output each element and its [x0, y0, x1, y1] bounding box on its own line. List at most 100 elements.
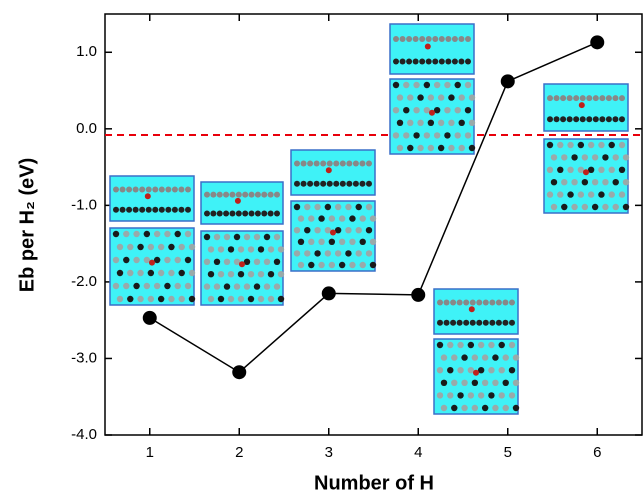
atom [472, 354, 478, 360]
atom [393, 82, 399, 88]
x-tick-label: 4 [414, 444, 422, 461]
atom [234, 234, 240, 240]
atom [583, 169, 589, 175]
inset-panel [434, 339, 518, 414]
atom [499, 392, 505, 398]
atom [588, 191, 594, 197]
atom [185, 207, 191, 213]
atom [428, 94, 434, 100]
atom [593, 116, 599, 122]
atom [451, 380, 457, 386]
atom [164, 257, 170, 263]
atom [224, 234, 230, 240]
atom [185, 257, 191, 263]
chart: Number of H Eb per H₂ (eV) -4.0-3.0-2.0-… [0, 0, 644, 500]
data-point [322, 286, 336, 300]
atom [513, 354, 519, 360]
atom [393, 132, 399, 138]
atom [179, 270, 185, 276]
atom [461, 354, 467, 360]
atom [327, 181, 333, 187]
atom [123, 231, 129, 237]
atom [444, 82, 450, 88]
atom [159, 207, 165, 213]
atom [117, 296, 123, 302]
atom [598, 191, 604, 197]
atom [349, 239, 355, 245]
atom [126, 187, 132, 193]
atom [403, 107, 409, 113]
atom [571, 204, 577, 210]
atom [255, 192, 261, 198]
atom [204, 234, 210, 240]
atom [258, 271, 264, 277]
atom [492, 380, 498, 386]
atom [294, 204, 300, 210]
atom [547, 116, 553, 122]
atom [393, 107, 399, 113]
atom [492, 354, 498, 360]
inset-image [110, 176, 195, 305]
atom [298, 215, 304, 221]
atom [278, 296, 284, 302]
atom [208, 296, 214, 302]
atom [304, 204, 310, 210]
atom [254, 234, 260, 240]
atom [217, 192, 223, 198]
atom [406, 59, 412, 65]
atom [459, 94, 465, 100]
y-axis-label: Eb per H₂ (eV) [16, 158, 38, 292]
y-tick-label: 1.0 [76, 43, 97, 60]
atom [294, 181, 300, 187]
atom [345, 250, 351, 256]
atom [448, 120, 454, 126]
atom [397, 120, 403, 126]
atom [551, 204, 557, 210]
atom [592, 204, 598, 210]
atom [606, 116, 612, 122]
atom [164, 231, 170, 237]
atom [407, 94, 413, 100]
atom [178, 207, 184, 213]
atom [204, 192, 210, 198]
atom [218, 296, 224, 302]
atom [154, 283, 160, 289]
atom [333, 181, 339, 187]
atom [248, 246, 254, 252]
atom [294, 250, 300, 256]
inset-image [201, 182, 284, 305]
atom [238, 271, 244, 277]
atom [567, 116, 573, 122]
atom [139, 187, 145, 193]
atom [238, 296, 244, 302]
atom [393, 36, 399, 42]
atom [417, 94, 423, 100]
atom [461, 380, 467, 386]
atom [152, 207, 158, 213]
inset-image [291, 150, 376, 271]
atom [268, 192, 274, 198]
atom [557, 142, 563, 148]
atom [113, 257, 119, 263]
atom [599, 95, 605, 101]
atom [308, 215, 314, 221]
atom [465, 59, 471, 65]
atom [204, 283, 210, 289]
atom [483, 300, 489, 306]
atom [428, 145, 434, 151]
atom [210, 192, 216, 198]
atom [403, 82, 409, 88]
atom [469, 306, 475, 312]
atom [426, 36, 432, 42]
atom [307, 181, 313, 187]
atom [210, 211, 216, 217]
atom [424, 82, 430, 88]
atom [438, 94, 444, 100]
atom [465, 82, 471, 88]
atom [274, 259, 280, 265]
atom [450, 320, 456, 326]
x-tick-label: 6 [593, 444, 601, 461]
atom [314, 204, 320, 210]
atom [304, 250, 310, 256]
atom [582, 204, 588, 210]
